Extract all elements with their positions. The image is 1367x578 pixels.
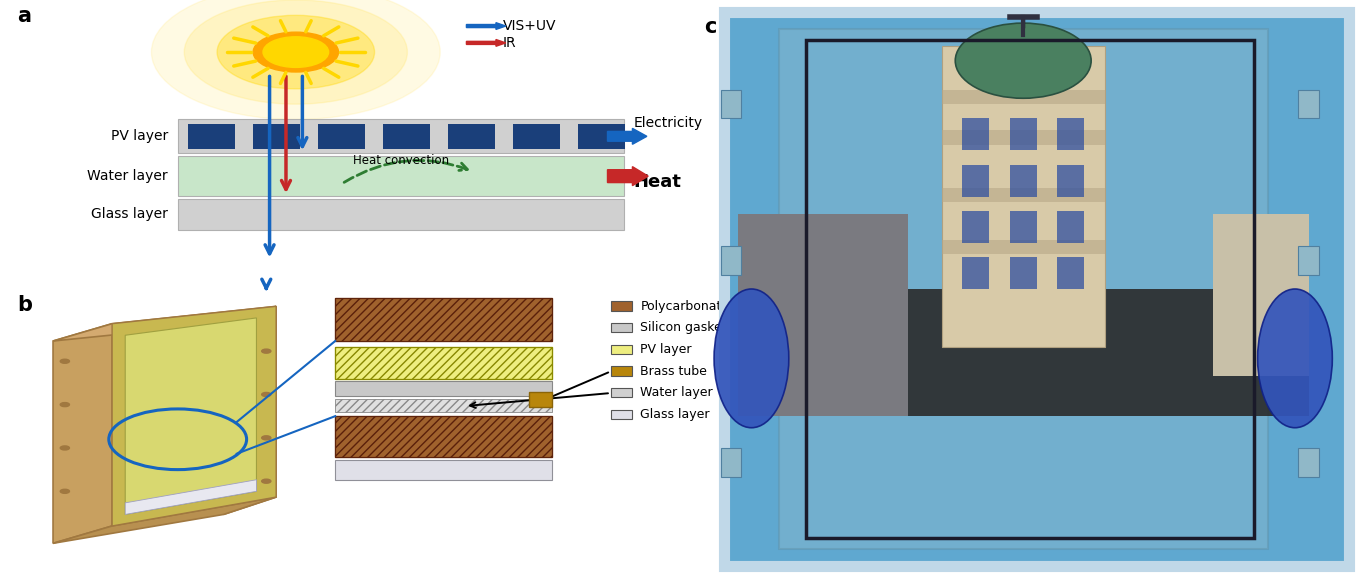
Circle shape bbox=[261, 349, 271, 353]
Bar bbox=[611, 323, 632, 332]
Bar bbox=[335, 460, 552, 480]
Text: VIS+UV: VIS+UV bbox=[503, 19, 556, 33]
Text: b: b bbox=[16, 295, 31, 315]
Bar bbox=[335, 399, 552, 412]
Bar bbox=[942, 188, 1105, 202]
Bar bbox=[611, 301, 632, 310]
Bar bbox=[335, 298, 552, 341]
Bar bbox=[1057, 118, 1084, 150]
Text: IR: IR bbox=[503, 36, 517, 50]
Bar bbox=[1057, 257, 1084, 289]
Bar bbox=[335, 347, 552, 379]
Bar bbox=[611, 388, 632, 398]
Bar bbox=[962, 118, 990, 150]
Circle shape bbox=[253, 32, 339, 72]
Bar bbox=[738, 289, 1308, 416]
Circle shape bbox=[60, 359, 70, 363]
Bar bbox=[1214, 214, 1308, 376]
Polygon shape bbox=[126, 318, 257, 514]
Bar bbox=[187, 124, 235, 150]
Polygon shape bbox=[126, 480, 257, 514]
Bar bbox=[335, 416, 552, 457]
Bar bbox=[962, 165, 990, 197]
Polygon shape bbox=[112, 306, 276, 526]
Bar bbox=[962, 211, 990, 243]
Text: Water layer: Water layer bbox=[87, 169, 168, 183]
Circle shape bbox=[262, 37, 328, 68]
Text: Electricity: Electricity bbox=[634, 116, 703, 129]
Bar bbox=[611, 410, 632, 419]
Bar bbox=[1299, 246, 1319, 275]
Bar bbox=[448, 124, 495, 150]
Text: Glass layer: Glass layer bbox=[92, 208, 168, 221]
Text: PV layer: PV layer bbox=[640, 343, 692, 356]
Text: Water layer: Water layer bbox=[640, 386, 714, 399]
Bar bbox=[942, 240, 1105, 254]
Text: Glass layer: Glass layer bbox=[640, 408, 709, 421]
Text: Silicon gasket: Silicon gasket bbox=[640, 321, 727, 334]
Text: Polycarbonate: Polycarbonate bbox=[640, 299, 730, 313]
Bar bbox=[942, 90, 1105, 104]
FancyArrow shape bbox=[466, 39, 506, 46]
Text: Heat convection: Heat convection bbox=[353, 154, 448, 167]
Bar bbox=[529, 392, 552, 407]
Bar bbox=[335, 347, 552, 379]
FancyArrow shape bbox=[607, 128, 647, 144]
Circle shape bbox=[261, 479, 271, 483]
FancyArrow shape bbox=[607, 166, 648, 186]
Bar bbox=[738, 214, 908, 416]
Bar bbox=[578, 124, 625, 150]
Ellipse shape bbox=[714, 289, 789, 428]
Ellipse shape bbox=[956, 23, 1091, 98]
Bar bbox=[720, 246, 741, 275]
Bar bbox=[317, 124, 365, 150]
Bar bbox=[1057, 211, 1084, 243]
Bar bbox=[720, 448, 741, 477]
Circle shape bbox=[261, 392, 271, 397]
Bar bbox=[1010, 165, 1036, 197]
Text: c: c bbox=[704, 17, 716, 38]
Bar bbox=[178, 120, 623, 153]
Bar bbox=[253, 124, 299, 150]
Polygon shape bbox=[224, 306, 276, 514]
Bar bbox=[1010, 257, 1036, 289]
Polygon shape bbox=[53, 306, 276, 341]
Text: PV layer: PV layer bbox=[111, 129, 168, 143]
Bar bbox=[178, 199, 623, 229]
Bar bbox=[611, 344, 632, 354]
Circle shape bbox=[60, 446, 70, 450]
Bar bbox=[805, 40, 1254, 538]
Bar bbox=[962, 257, 990, 289]
Polygon shape bbox=[53, 497, 276, 543]
Circle shape bbox=[60, 402, 70, 407]
Text: Heat: Heat bbox=[634, 173, 682, 191]
Bar bbox=[1057, 165, 1084, 197]
Bar bbox=[611, 366, 632, 376]
Circle shape bbox=[60, 489, 70, 493]
Circle shape bbox=[152, 0, 440, 120]
Circle shape bbox=[217, 15, 375, 89]
Bar bbox=[383, 124, 431, 150]
Text: a: a bbox=[16, 6, 31, 26]
Bar bbox=[720, 90, 741, 118]
Bar bbox=[335, 416, 552, 457]
Bar bbox=[1010, 118, 1036, 150]
Circle shape bbox=[261, 436, 271, 440]
Bar bbox=[513, 124, 560, 150]
Bar bbox=[1010, 211, 1036, 243]
Bar bbox=[942, 46, 1105, 347]
FancyArrow shape bbox=[466, 23, 506, 29]
Ellipse shape bbox=[1258, 289, 1333, 428]
Circle shape bbox=[185, 0, 407, 104]
Text: Brass tube: Brass tube bbox=[640, 365, 707, 377]
Bar bbox=[1299, 90, 1319, 118]
Polygon shape bbox=[53, 324, 112, 543]
Bar bbox=[779, 29, 1267, 549]
Bar bbox=[335, 298, 552, 341]
Bar bbox=[1299, 448, 1319, 477]
Bar bbox=[942, 130, 1105, 144]
Bar bbox=[178, 156, 623, 196]
Bar bbox=[335, 381, 552, 396]
